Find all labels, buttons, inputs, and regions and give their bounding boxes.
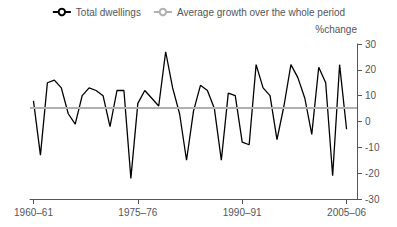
svg-text:0: 0 <box>365 116 371 127</box>
svg-text:30: 30 <box>365 39 377 50</box>
svg-text:Average growth over the whole: Average growth over the whole period <box>177 7 345 18</box>
svg-text:Total dwellings: Total dwellings <box>76 7 141 18</box>
svg-text:1990–91: 1990–91 <box>223 207 262 218</box>
svg-text:20: 20 <box>365 64 377 75</box>
svg-text:%change: %change <box>315 24 357 35</box>
svg-text:-20: -20 <box>365 168 380 179</box>
svg-text:10: 10 <box>365 90 377 101</box>
svg-text:1975–76: 1975–76 <box>118 207 157 218</box>
svg-text:2005–06: 2005–06 <box>327 207 366 218</box>
svg-text:-10: -10 <box>365 142 380 153</box>
svg-text:1960–61: 1960–61 <box>14 207 53 218</box>
svg-text:-30: -30 <box>365 194 380 205</box>
